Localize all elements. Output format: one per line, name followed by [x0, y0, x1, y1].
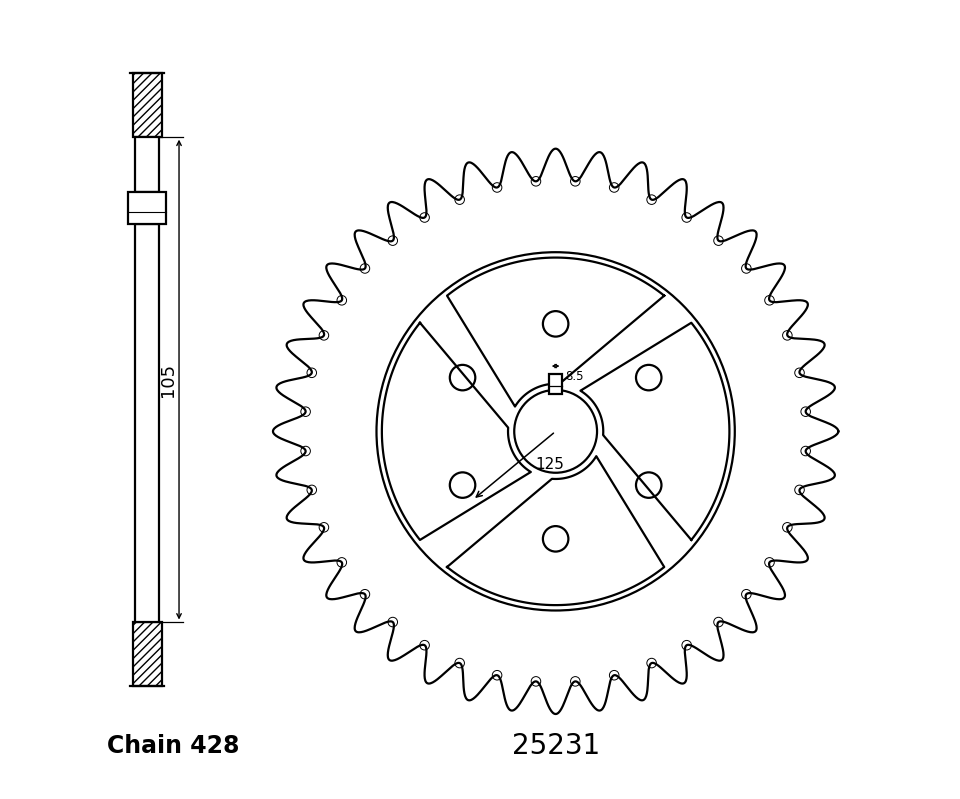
Bar — [132, 73, 161, 137]
Bar — [132, 622, 161, 686]
Bar — [128, 193, 166, 225]
Polygon shape — [447, 456, 664, 605]
Polygon shape — [382, 323, 531, 540]
Text: 125: 125 — [536, 457, 564, 471]
Text: 8.5: 8.5 — [565, 370, 584, 383]
Bar — [135, 137, 159, 193]
Text: 105: 105 — [158, 363, 177, 396]
Polygon shape — [447, 257, 664, 407]
FancyBboxPatch shape — [549, 374, 563, 394]
Text: Chain 428: Chain 428 — [108, 733, 240, 758]
Text: 25231: 25231 — [512, 732, 600, 760]
Bar — [135, 225, 159, 622]
Polygon shape — [581, 323, 730, 540]
